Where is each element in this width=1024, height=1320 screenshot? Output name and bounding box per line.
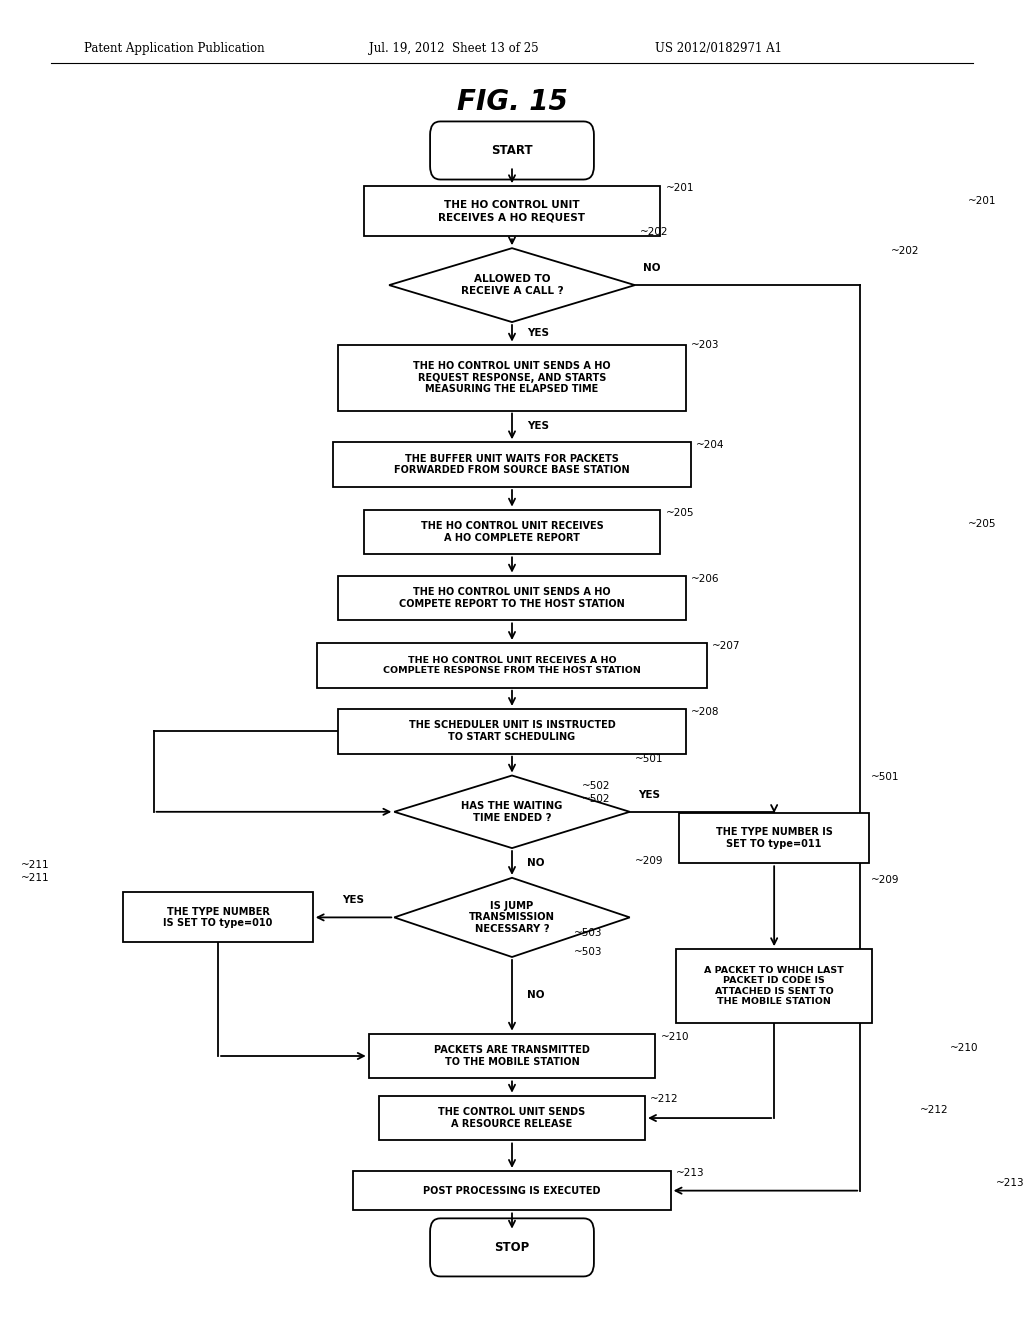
Bar <box>353 1171 671 1210</box>
Text: ~502: ~502 <box>582 793 610 804</box>
Text: ALLOWED TO
RECEIVE A CALL ?: ALLOWED TO RECEIVE A CALL ? <box>461 275 563 296</box>
Text: YES: YES <box>638 789 659 800</box>
Bar <box>379 1096 645 1140</box>
Polygon shape <box>394 776 630 849</box>
Text: ~209: ~209 <box>870 875 899 886</box>
Bar <box>680 813 868 863</box>
Bar <box>333 442 691 487</box>
Text: ~202: ~202 <box>640 227 669 238</box>
Text: ~211: ~211 <box>20 861 49 870</box>
Text: ~203: ~203 <box>691 341 720 350</box>
Text: ~501: ~501 <box>635 754 664 764</box>
Text: ~202: ~202 <box>891 246 920 256</box>
Text: Jul. 19, 2012  Sheet 13 of 25: Jul. 19, 2012 Sheet 13 of 25 <box>369 42 539 55</box>
Bar <box>338 345 686 411</box>
Text: THE HO CONTROL UNIT RECEIVES A HO
COMPLETE RESPONSE FROM THE HOST STATION: THE HO CONTROL UNIT RECEIVES A HO COMPLE… <box>383 656 641 675</box>
Text: ~502: ~502 <box>582 781 610 791</box>
Text: THE HO CONTROL UNIT SENDS A HO
COMPETE REPORT TO THE HOST STATION: THE HO CONTROL UNIT SENDS A HO COMPETE R… <box>399 587 625 609</box>
Text: ~201: ~201 <box>968 195 996 206</box>
Text: YES: YES <box>527 421 549 432</box>
Text: START: START <box>492 144 532 157</box>
Text: ~205: ~205 <box>666 508 694 517</box>
Bar <box>364 510 660 554</box>
Text: ~204: ~204 <box>696 441 725 450</box>
Text: PACKETS ARE TRANSMITTED
TO THE MOBILE STATION: PACKETS ARE TRANSMITTED TO THE MOBILE ST… <box>434 1045 590 1067</box>
Text: A PACKET TO WHICH LAST
PACKET ID CODE IS
ATTACHED IS SENT TO
THE MOBILE STATION: A PACKET TO WHICH LAST PACKET ID CODE IS… <box>705 966 844 1006</box>
Bar <box>676 949 872 1023</box>
Bar <box>317 643 707 688</box>
Text: FIG. 15: FIG. 15 <box>457 87 567 116</box>
Text: ~213: ~213 <box>996 1177 1024 1188</box>
Text: HAS THE WAITING
TIME ENDED ?: HAS THE WAITING TIME ENDED ? <box>462 801 562 822</box>
Polygon shape <box>389 248 635 322</box>
Text: ~503: ~503 <box>573 946 602 957</box>
Text: ~209: ~209 <box>635 855 664 866</box>
Text: ~208: ~208 <box>691 708 720 717</box>
Text: THE TYPE NUMBER
IS SET TO type=010: THE TYPE NUMBER IS SET TO type=010 <box>164 907 272 928</box>
Bar <box>123 892 313 942</box>
Text: THE SCHEDULER UNIT IS INSTRUCTED
TO START SCHEDULING: THE SCHEDULER UNIT IS INSTRUCTED TO STAR… <box>409 721 615 742</box>
Text: ~212: ~212 <box>920 1105 948 1115</box>
Text: ~205: ~205 <box>968 519 996 529</box>
Text: THE HO CONTROL UNIT
RECEIVES A HO REQUEST: THE HO CONTROL UNIT RECEIVES A HO REQUES… <box>438 201 586 222</box>
Text: ~210: ~210 <box>950 1043 979 1053</box>
Text: ~210: ~210 <box>660 1032 689 1041</box>
Bar <box>338 709 686 754</box>
Polygon shape <box>394 878 630 957</box>
Text: NO: NO <box>643 263 660 273</box>
Text: ~206: ~206 <box>691 574 720 583</box>
Text: ~501: ~501 <box>870 772 899 783</box>
Text: THE HO CONTROL UNIT SENDS A HO
REQUEST RESPONSE, AND STARTS
MEASURING THE ELAPSE: THE HO CONTROL UNIT SENDS A HO REQUEST R… <box>414 360 610 395</box>
Text: ~207: ~207 <box>712 642 740 651</box>
Text: YES: YES <box>343 895 365 906</box>
Text: YES: YES <box>527 329 549 338</box>
Text: THE CONTROL UNIT SENDS
A RESOURCE RELEASE: THE CONTROL UNIT SENDS A RESOURCE RELEAS… <box>438 1107 586 1129</box>
Text: IS JUMP
TRANSMISSION
NECESSARY ?: IS JUMP TRANSMISSION NECESSARY ? <box>469 900 555 935</box>
Text: THE TYPE NUMBER IS
SET TO type=011: THE TYPE NUMBER IS SET TO type=011 <box>716 828 833 849</box>
Text: ~201: ~201 <box>666 183 694 193</box>
FancyBboxPatch shape <box>430 121 594 180</box>
Text: THE BUFFER UNIT WAITS FOR PACKETS
FORWARDED FROM SOURCE BASE STATION: THE BUFFER UNIT WAITS FOR PACKETS FORWAR… <box>394 454 630 475</box>
Text: NO: NO <box>527 858 545 869</box>
Text: ~212: ~212 <box>650 1094 679 1104</box>
Text: Patent Application Publication: Patent Application Publication <box>84 42 264 55</box>
Text: ~211: ~211 <box>20 873 49 883</box>
Text: THE HO CONTROL UNIT RECEIVES
A HO COMPLETE REPORT: THE HO CONTROL UNIT RECEIVES A HO COMPLE… <box>421 521 603 543</box>
Text: ~213: ~213 <box>676 1168 705 1177</box>
Bar <box>364 186 660 236</box>
Bar <box>369 1034 655 1078</box>
Text: POST PROCESSING IS EXECUTED: POST PROCESSING IS EXECUTED <box>423 1185 601 1196</box>
FancyBboxPatch shape <box>430 1218 594 1276</box>
Text: STOP: STOP <box>495 1241 529 1254</box>
Text: ~503: ~503 <box>573 928 602 939</box>
Text: NO: NO <box>527 990 545 1001</box>
Text: US 2012/0182971 A1: US 2012/0182971 A1 <box>655 42 782 55</box>
Bar <box>338 576 686 620</box>
